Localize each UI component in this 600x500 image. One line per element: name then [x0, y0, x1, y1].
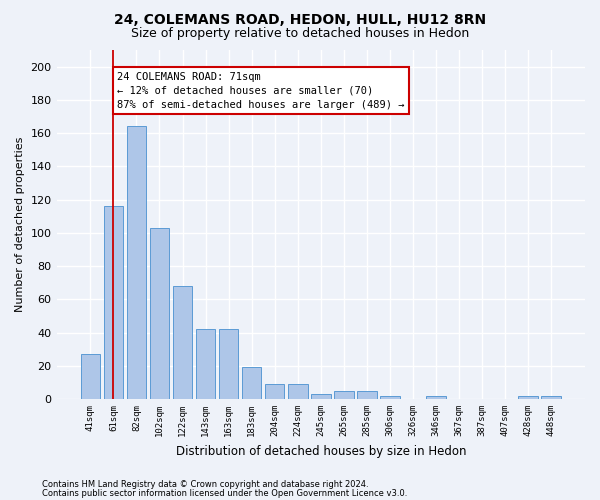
- Bar: [380, 396, 400, 399]
- Bar: [311, 394, 331, 399]
- Bar: [127, 126, 146, 399]
- Bar: [357, 390, 377, 399]
- Y-axis label: Number of detached properties: Number of detached properties: [15, 137, 25, 312]
- Bar: [288, 384, 308, 399]
- Bar: [149, 228, 169, 399]
- Bar: [334, 390, 353, 399]
- Bar: [173, 286, 193, 399]
- Bar: [104, 206, 123, 399]
- Text: 24 COLEMANS ROAD: 71sqm
← 12% of detached houses are smaller (70)
87% of semi-de: 24 COLEMANS ROAD: 71sqm ← 12% of detache…: [117, 72, 404, 110]
- Bar: [242, 368, 262, 399]
- Bar: [196, 329, 215, 399]
- Bar: [426, 396, 446, 399]
- Bar: [265, 384, 284, 399]
- Text: 24, COLEMANS ROAD, HEDON, HULL, HU12 8RN: 24, COLEMANS ROAD, HEDON, HULL, HU12 8RN: [114, 12, 486, 26]
- Bar: [518, 396, 538, 399]
- Bar: [80, 354, 100, 399]
- X-axis label: Distribution of detached houses by size in Hedon: Distribution of detached houses by size …: [176, 444, 466, 458]
- Text: Contains HM Land Registry data © Crown copyright and database right 2024.: Contains HM Land Registry data © Crown c…: [42, 480, 368, 489]
- Bar: [541, 396, 561, 399]
- Bar: [219, 329, 238, 399]
- Text: Contains public sector information licensed under the Open Government Licence v3: Contains public sector information licen…: [42, 488, 407, 498]
- Text: Size of property relative to detached houses in Hedon: Size of property relative to detached ho…: [131, 28, 469, 40]
